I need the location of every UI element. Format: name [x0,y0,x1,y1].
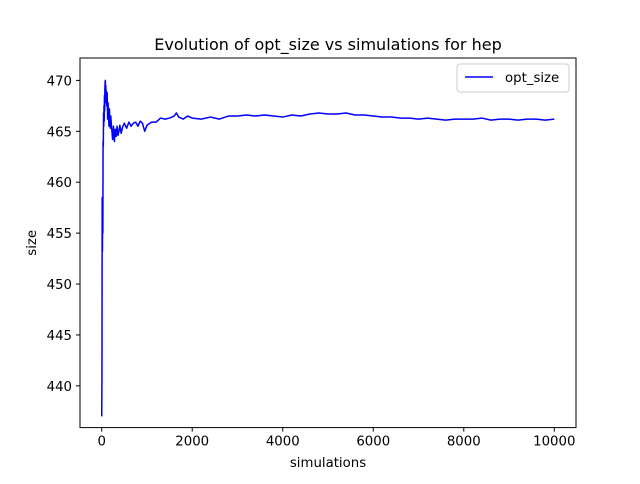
y-tick-label: 460 [47,176,72,191]
x-axis: 0 2000 4000 6000 8000 10000 [97,427,575,450]
axes-frame [79,57,577,429]
y-tick-label: 465 [47,125,72,140]
legend-label-opt-size: opt_size [505,71,559,86]
y-tick-label: 445 [47,329,72,344]
y-tick-label: 455 [47,227,72,242]
legend-box [456,63,570,93]
y-axis: 440 445 450 455 460 465 470 [47,74,80,395]
series-line-opt-size [100,79,555,417]
x-tick-label: 8000 [447,435,481,450]
y-tick-label: 450 [47,278,72,293]
x-tick-label: 0 [97,435,105,450]
y-tick-label: 470 [47,74,72,89]
chart-title: Evolution of opt_size vs simulations for… [154,35,501,55]
x-tick-label: 10000 [533,435,575,450]
y-axis-label: size [25,230,40,256]
x-tick-label: 6000 [356,435,390,450]
x-axis-label: simulations [290,456,366,471]
legend: opt_size [456,63,570,93]
x-tick-label: 2000 [175,435,209,450]
plot-line-layer [100,79,555,417]
x-tick-label: 4000 [266,435,300,450]
y-tick-label: 440 [47,380,72,395]
